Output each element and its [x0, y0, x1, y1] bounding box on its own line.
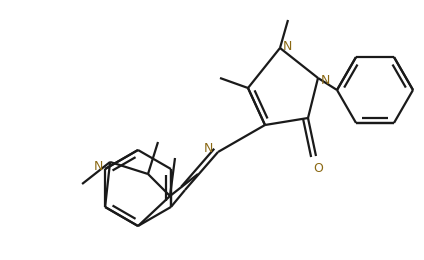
Text: O: O — [313, 161, 323, 174]
Text: N: N — [321, 74, 330, 87]
Text: N: N — [93, 160, 103, 173]
Text: N: N — [283, 40, 293, 53]
Text: N: N — [204, 141, 213, 154]
